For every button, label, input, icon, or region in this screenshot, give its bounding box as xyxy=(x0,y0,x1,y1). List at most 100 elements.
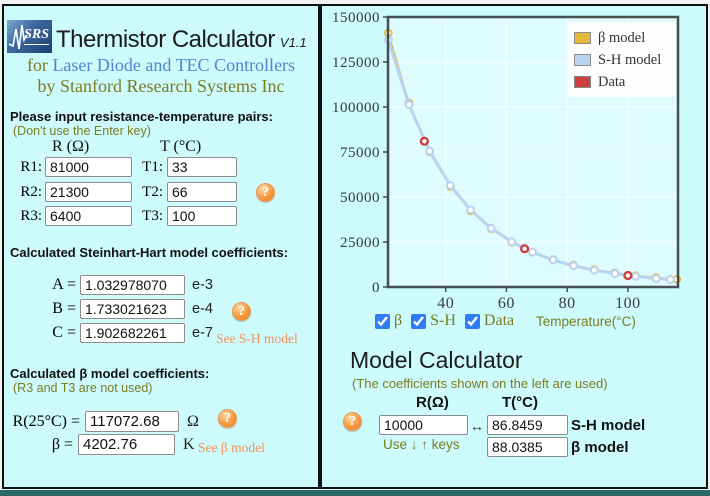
coef-b-exponent: e-4 xyxy=(192,301,213,317)
t1-input[interactable] xyxy=(167,157,237,177)
left-right-arrow-icon: ↔ xyxy=(470,418,484,434)
beta-label: β = xyxy=(51,435,73,453)
marker-S-H-model xyxy=(589,265,599,275)
coef-row-b: B = e-4 xyxy=(4,299,213,319)
r2-input[interactable] xyxy=(45,182,132,202)
r1-input[interactable] xyxy=(45,157,132,177)
mc-resistance-input[interactable] xyxy=(379,415,468,435)
series-toggles: β S-H Data xyxy=(375,312,514,330)
sh-checkbox[interactable] xyxy=(411,313,427,329)
coef-a-exponent: e-3 xyxy=(192,277,213,293)
r25-unit: Ω xyxy=(187,412,199,430)
rt-help-icon[interactable]: ? xyxy=(256,183,275,202)
coef-c-input[interactable] xyxy=(80,323,185,343)
mc-help-icon[interactable]: ? xyxy=(343,412,362,431)
x-tick-label: 40 xyxy=(437,295,454,312)
byline: by Stanford Research Systems Inc xyxy=(37,76,285,96)
toggle-beta[interactable]: β xyxy=(375,312,402,330)
r2-label: R2: xyxy=(20,183,42,200)
beta-section-heading: Calculated β model coefficients: xyxy=(10,366,210,381)
rt-section-hint: (Don't use the Enter key) xyxy=(13,124,151,138)
beta-checkbox[interactable] xyxy=(375,313,390,329)
toggle-data-label: Data xyxy=(483,312,515,329)
coef-b-label: B = xyxy=(52,300,76,317)
r3-label: R3: xyxy=(20,207,42,224)
marker-S-H-model xyxy=(445,181,455,190)
legend-label-beta: β model xyxy=(598,29,646,46)
r-column-header: R (Ω) xyxy=(52,138,90,155)
calculator-panel: SRS Thermistor Calculator V1.1 for Laser … xyxy=(2,4,320,489)
toggle-sh-label: S-H xyxy=(430,312,456,329)
marker-S-H-model xyxy=(425,146,434,156)
legend-item-sh: S-H model xyxy=(574,49,670,71)
coef-c-label: C = xyxy=(52,324,76,341)
page-bottom-edge xyxy=(0,490,710,496)
marker-S-H-model xyxy=(404,100,414,110)
y-tick-label: 150000 xyxy=(332,10,380,26)
legend-label-sh: S-H model xyxy=(598,51,662,68)
beta-input[interactable] xyxy=(78,434,175,455)
r25-input[interactable] xyxy=(85,411,179,432)
marker-S-H-model xyxy=(466,205,476,215)
y-tick-label: 125000 xyxy=(332,55,380,71)
beta-section-hint: (R3 and T3 are not used) xyxy=(13,381,153,395)
marker-Data xyxy=(623,270,633,281)
beta-help-icon[interactable]: ? xyxy=(218,409,237,428)
subtitle-prefix: for xyxy=(26,55,53,75)
subtitle: for Laser Diode and TEC Controllers xyxy=(4,55,318,76)
see-beta-model-link[interactable]: See β model xyxy=(198,440,265,455)
mc-sh-temp-input[interactable] xyxy=(487,415,568,435)
beta-unit: K xyxy=(183,435,195,453)
toggle-data[interactable]: Data xyxy=(464,312,515,330)
t2-input[interactable] xyxy=(167,182,237,202)
marker-S-H-model xyxy=(486,223,496,233)
beta-swatch xyxy=(574,32,591,44)
chart-legend: β model S-H model Data xyxy=(568,22,676,97)
rt-section-heading: Please input resistance-temperature pair… xyxy=(10,109,273,124)
marker-S-H-model xyxy=(569,261,578,271)
coef-a-input[interactable] xyxy=(80,275,185,295)
coef-a-label: A = xyxy=(52,276,76,293)
marker-Data xyxy=(520,244,530,254)
y-tick-label: 100000 xyxy=(332,100,380,116)
app-version: V1.1 xyxy=(279,35,307,50)
toggle-sh[interactable]: S-H xyxy=(411,312,456,330)
coef-b-input[interactable] xyxy=(80,299,185,319)
r25-label: R(25°C) = xyxy=(12,412,80,430)
rt-row-3: R3: T3: xyxy=(4,206,237,226)
marker-S-H-model xyxy=(610,269,620,279)
x-axis-title: Temperature(°C) xyxy=(536,314,636,329)
coef-c-exponent: e-7 xyxy=(192,325,213,341)
beta-row: β = K xyxy=(4,434,195,455)
sh-help-icon[interactable]: ? xyxy=(232,302,251,321)
r3-input[interactable] xyxy=(45,206,132,226)
srs-logo[interactable]: SRS xyxy=(7,20,52,53)
model-calculator-title: Model Calculator xyxy=(350,347,523,373)
mc-keys-hint: Use ↓ ↑ keys xyxy=(383,437,460,452)
mc-t-header: T(°C) xyxy=(502,394,538,411)
see-sh-model-link[interactable]: See S-H model xyxy=(216,331,298,346)
t1-label: T1: xyxy=(142,158,163,175)
t-column-header: T (°C) xyxy=(160,138,202,155)
t3-input[interactable] xyxy=(167,206,237,226)
r1-label: R1: xyxy=(20,158,42,175)
legend-label-data: Data xyxy=(598,73,626,90)
sh-section-heading: Calculated Steinhart-Hart model coeffici… xyxy=(10,245,289,260)
data-checkbox[interactable] xyxy=(464,313,480,329)
mc-beta-temp-input[interactable] xyxy=(487,437,568,457)
marker-S-H-model xyxy=(631,272,640,281)
logo-text: SRS xyxy=(24,27,49,45)
toggle-beta-label: β xyxy=(394,312,403,329)
data-swatch xyxy=(574,76,591,88)
marker-S-H-model xyxy=(548,255,558,265)
y-tick-label: 25000 xyxy=(340,235,380,251)
chart-panel: 0 25000 50000 75000 100000 125000 150000 40 60 80… xyxy=(320,4,708,489)
marker-S-H-model xyxy=(528,247,537,257)
marker-Data xyxy=(419,136,430,146)
coef-row-a: A = e-3 xyxy=(4,275,213,295)
coef-row-c: C = e-7 xyxy=(4,323,213,343)
y-tick-label: 75000 xyxy=(340,145,380,161)
mc-r-header: R(Ω) xyxy=(416,394,449,411)
controllers-link[interactable]: Laser Diode and TEC Controllers xyxy=(52,55,296,75)
app-title-text: Thermistor Calculator xyxy=(56,26,275,53)
